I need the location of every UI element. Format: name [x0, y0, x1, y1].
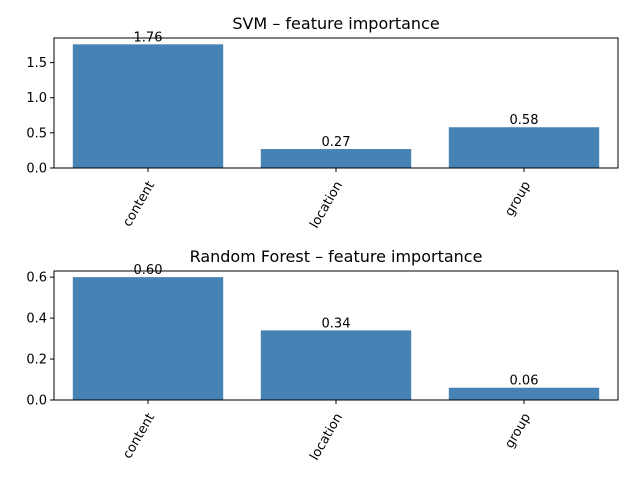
- rf-chart-title: Random Forest – feature importance: [190, 247, 483, 266]
- svm-y-tick-label: 1.0: [26, 91, 47, 106]
- svm-bar-location: [260, 149, 412, 168]
- rf-chart: Random Forest – feature importance 0.600…: [26, 247, 619, 463]
- rf-y-tick-label: 0.2: [26, 353, 47, 368]
- rf-y-tick-label: 0.4: [26, 312, 47, 327]
- rf-y-axis: 0.0 0.2 0.4 0.6: [26, 271, 54, 409]
- rf-axes-frame: [53, 270, 619, 401]
- svm-bars: [72, 44, 600, 168]
- svm-y-tick-label: 1.5: [26, 56, 47, 71]
- svm-bar-content: [72, 44, 224, 168]
- svm-y-tick-label: 0.0: [26, 162, 47, 177]
- svm-axes-frame: [53, 37, 619, 169]
- rf-bar-location: [260, 330, 412, 400]
- svm-data-label-group: 0.58: [510, 113, 539, 128]
- rf-bar-group: [448, 387, 600, 400]
- rf-bars: [72, 277, 600, 400]
- svm-chart: SVM – feature importance 1.760.270.58 0.…: [26, 14, 619, 231]
- svm-y-axis: 0.0 0.5 1.0 1.5: [26, 56, 54, 177]
- rf-bar-content: [72, 277, 224, 400]
- rf-data-label-group: 0.06: [510, 374, 539, 389]
- rf-y-tick-label: 0.0: [26, 394, 47, 409]
- svm-chart-title: SVM – feature importance: [232, 14, 439, 33]
- rf-y-tick-label: 0.6: [26, 271, 47, 286]
- svm-bar-group: [448, 127, 600, 168]
- svm-y-tick-label: 0.5: [26, 126, 47, 141]
- svm-data-label-location: 0.27: [322, 135, 351, 150]
- rf-data-label-location: 0.34: [322, 316, 351, 331]
